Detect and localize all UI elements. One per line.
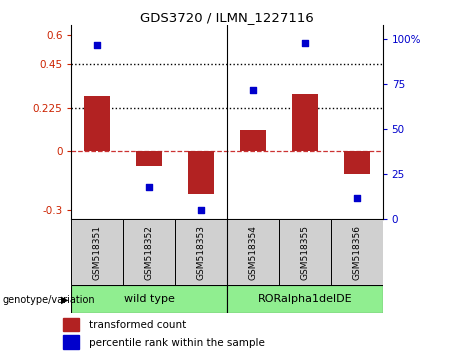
- Text: GSM518352: GSM518352: [145, 225, 154, 280]
- Bar: [63, 335, 79, 349]
- Title: GDS3720 / ILMN_1227116: GDS3720 / ILMN_1227116: [140, 11, 314, 24]
- Bar: [279, 219, 331, 285]
- Text: GSM518351: GSM518351: [93, 225, 102, 280]
- Bar: [63, 318, 79, 331]
- Bar: [227, 285, 383, 313]
- Point: [146, 184, 153, 190]
- Bar: [227, 219, 279, 285]
- Bar: [292, 94, 318, 152]
- Point: [197, 208, 205, 213]
- Text: ▶: ▶: [61, 295, 68, 305]
- Point: [249, 87, 257, 92]
- Bar: [124, 219, 175, 285]
- Text: GSM518353: GSM518353: [196, 225, 206, 280]
- Bar: [331, 219, 383, 285]
- Text: transformed count: transformed count: [89, 320, 186, 330]
- Bar: [344, 152, 370, 174]
- Text: GSM518354: GSM518354: [248, 225, 258, 280]
- Text: wild type: wild type: [124, 294, 175, 304]
- Bar: [136, 152, 162, 166]
- Text: percentile rank within the sample: percentile rank within the sample: [89, 338, 265, 348]
- Text: GSM518355: GSM518355: [300, 225, 309, 280]
- Bar: [240, 130, 266, 152]
- Text: genotype/variation: genotype/variation: [2, 295, 95, 305]
- Point: [353, 195, 361, 201]
- Bar: [175, 219, 227, 285]
- Bar: [84, 96, 110, 152]
- Bar: [71, 285, 227, 313]
- Point: [94, 42, 101, 47]
- Text: GSM518356: GSM518356: [352, 225, 361, 280]
- Bar: [71, 219, 124, 285]
- Point: [301, 40, 308, 46]
- Bar: [188, 152, 214, 194]
- Text: RORalpha1delDE: RORalpha1delDE: [258, 294, 352, 304]
